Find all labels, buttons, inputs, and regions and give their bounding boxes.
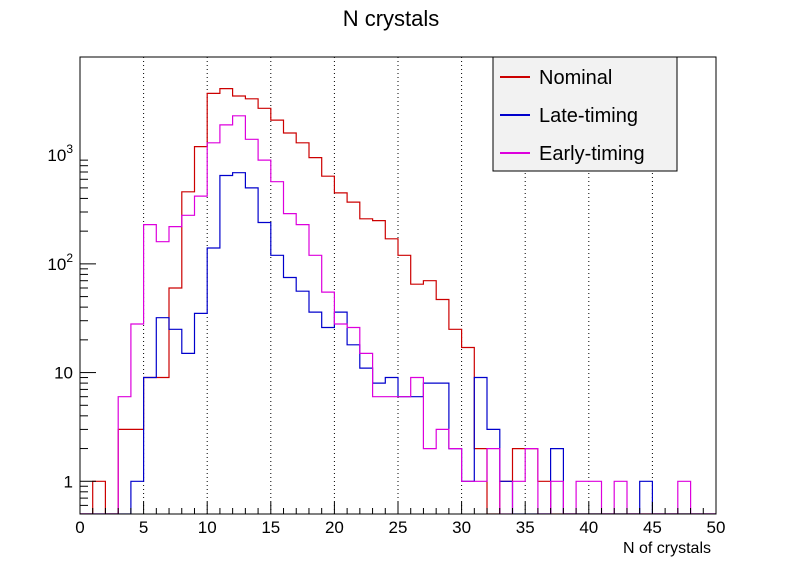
x-tick-label: 35	[516, 518, 535, 537]
x-tick-label: 25	[389, 518, 408, 537]
series-group	[80, 87, 716, 514]
legend-label: Nominal	[539, 67, 612, 89]
series-line-late-timing	[80, 172, 716, 514]
x-tick-label: 40	[579, 518, 598, 537]
legend-label: Early-timing	[539, 143, 645, 165]
legend-items: Nominal Late-timing Early-timing	[500, 67, 645, 165]
y-tick-label: 10	[54, 364, 73, 383]
legend: Nominal Late-timing Early-timing	[492, 56, 678, 172]
x-tick-label: 30	[452, 518, 471, 537]
x-tick-label: 5	[139, 518, 148, 537]
x-tick-label: 15	[261, 518, 280, 537]
x-tick-label: 0	[75, 518, 84, 537]
chart-title: N crystals	[343, 6, 440, 31]
y-tick-label: 103	[47, 142, 73, 165]
series-line-early-timing	[80, 115, 716, 514]
x-axis-title: N of crystals	[623, 540, 711, 557]
legend-label: Late-timing	[539, 105, 638, 127]
x-tick-label: 50	[707, 518, 726, 537]
x-tick-label: 45	[643, 518, 662, 537]
y-tick-label: 1	[64, 472, 73, 491]
x-tick-label: 20	[325, 518, 344, 537]
y-tick-label: 102	[47, 251, 73, 274]
axes: 0 5 10 15 20 25 30 35 40 45 50 1 10 102 103	[47, 142, 725, 537]
x-tick-label: 10	[198, 518, 217, 537]
